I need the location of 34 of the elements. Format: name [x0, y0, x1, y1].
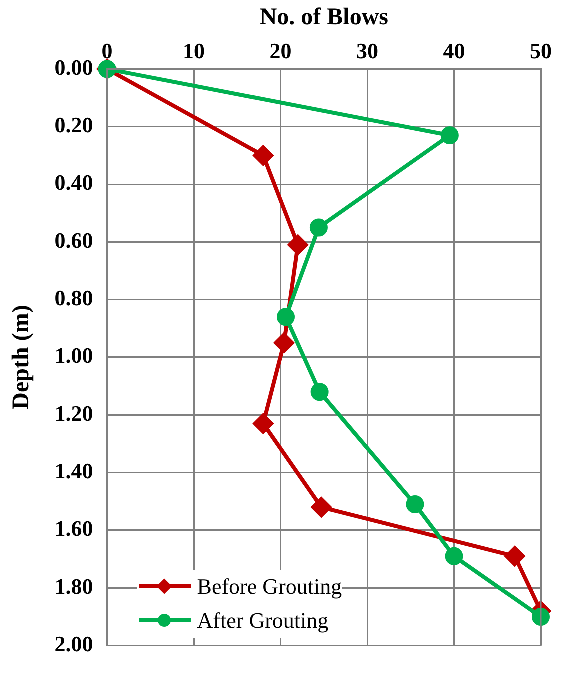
y-tick-label: 1.60 [54, 516, 94, 542]
y-tick-label: 1.00 [54, 343, 94, 368]
y-tick-label: 0.80 [54, 286, 94, 311]
y-tick-label: 0.20 [54, 112, 94, 138]
x-axis-title: No. of Blows [260, 4, 388, 31]
y-axis-title: Depth (m) [8, 305, 35, 410]
point [253, 146, 274, 166]
y-tick-label: 0.40 [54, 170, 94, 196]
point [440, 126, 459, 145]
y-tick-label: 1.20 [54, 400, 94, 426]
x-tick-label: 50 [530, 38, 552, 64]
point [274, 333, 294, 354]
y-tick-label: 2.00 [54, 631, 94, 656]
point [312, 497, 332, 518]
y-tick-label: 0.60 [54, 228, 94, 253]
point [310, 218, 328, 237]
point [504, 546, 525, 566]
point [310, 383, 329, 402]
x-tick-label: 0 [102, 38, 113, 64]
y-tick-label: 0.00 [54, 54, 94, 80]
legend-label: After Grouting [197, 606, 329, 635]
point [532, 608, 550, 626]
y-tick-label: 1.80 [54, 574, 94, 599]
x-tick-label: 30 [356, 38, 379, 64]
legend-label: Before Grouting [197, 572, 342, 601]
x-tick-label: 20 [270, 38, 292, 64]
point [253, 414, 274, 434]
point [276, 308, 295, 326]
point [406, 496, 424, 514]
x-tick-label: 40 [443, 38, 466, 64]
x-tick-label: 10 [183, 38, 206, 64]
y-tick-label: 1.40 [54, 458, 94, 484]
point [445, 547, 464, 566]
point [288, 235, 308, 256]
